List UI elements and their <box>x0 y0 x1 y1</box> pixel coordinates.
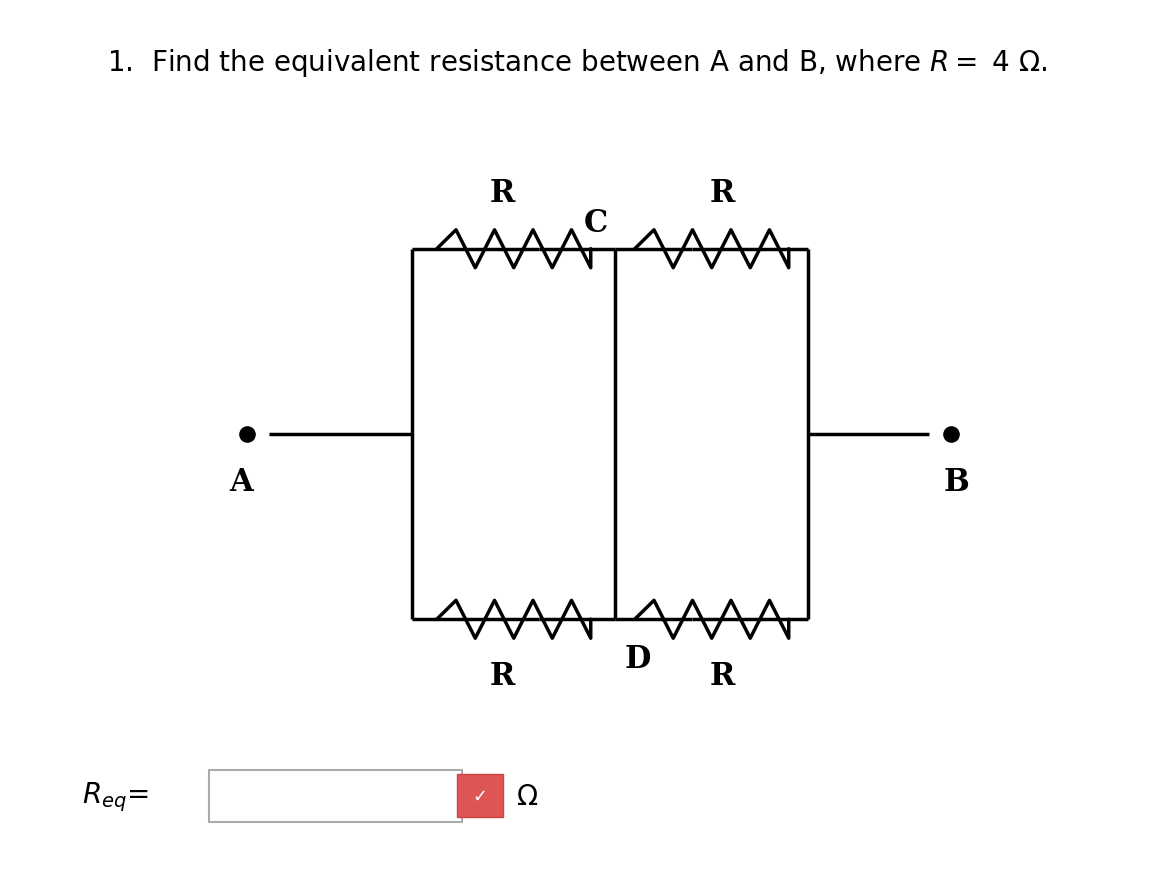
Text: ✓: ✓ <box>473 787 488 805</box>
Point <box>942 428 960 441</box>
Text: R: R <box>710 178 735 209</box>
FancyBboxPatch shape <box>457 774 503 818</box>
Text: C: C <box>584 209 608 239</box>
Text: A: A <box>230 467 254 497</box>
Text: D: D <box>624 643 651 673</box>
Text: 1.  Find the equivalent resistance between A and B, where $R=$ 4 $\Omega$.: 1. Find the equivalent resistance betwee… <box>107 47 1047 79</box>
Text: R: R <box>490 178 516 209</box>
Text: R: R <box>710 660 735 691</box>
Text: $R_{eq}$=: $R_{eq}$= <box>82 779 149 813</box>
FancyBboxPatch shape <box>209 770 462 822</box>
Text: B: B <box>944 467 969 497</box>
Text: Ω: Ω <box>517 782 538 810</box>
Text: R: R <box>490 660 516 691</box>
Point <box>238 428 256 441</box>
